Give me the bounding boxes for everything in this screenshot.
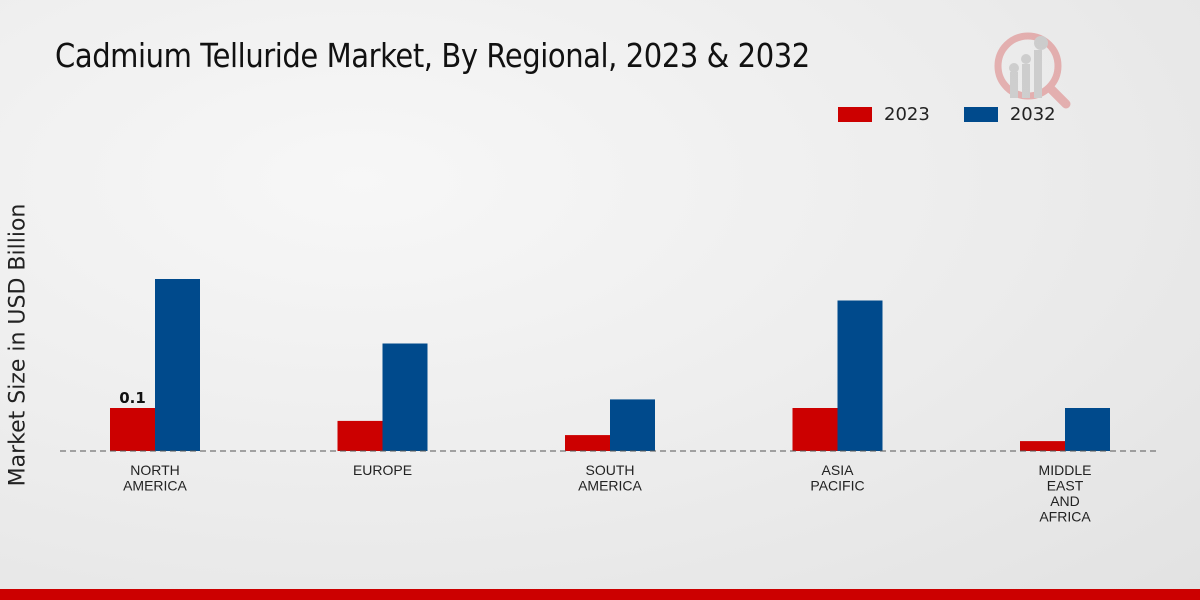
legend-swatch-2023 (838, 107, 872, 122)
legend-swatch-2032 (963, 107, 998, 122)
x-tick-label: MIDDLE EAST AND AFRICA (1039, 462, 1092, 525)
bar-2023-3 (792, 408, 838, 451)
bar-2023-0 (110, 408, 155, 451)
x-tick-label: NORTH AMERICA (123, 462, 187, 494)
footer-bar (0, 589, 1200, 600)
bar-2032-3 (837, 300, 883, 451)
bar-2032-2 (610, 399, 655, 451)
bar-2023-2 (565, 435, 610, 451)
chart-title: Cadmium Telluride Market, By Regional, 2… (55, 36, 810, 75)
legend-item-2023: 2023 (838, 104, 930, 125)
logo-icon (994, 32, 1071, 109)
x-tick-label: EUROPE (353, 462, 412, 478)
legend-label: 2032 (1009, 104, 1056, 125)
bar-2032-1 (382, 343, 428, 451)
data-label: 0.1 (119, 389, 146, 407)
legend: 2023 2032 (838, 104, 1090, 125)
x-tick-label: ASIA PACIFIC (810, 462, 864, 494)
legend-label: 2023 (884, 104, 930, 125)
x-tick-label: SOUTH AMERICA (578, 462, 642, 494)
bar-2023-4 (1020, 441, 1065, 451)
bar-2032-4 (1065, 408, 1110, 451)
bar-2023-1 (337, 420, 383, 451)
legend-item-2032: 2032 (963, 104, 1056, 125)
bar-2032-0 (155, 279, 200, 451)
